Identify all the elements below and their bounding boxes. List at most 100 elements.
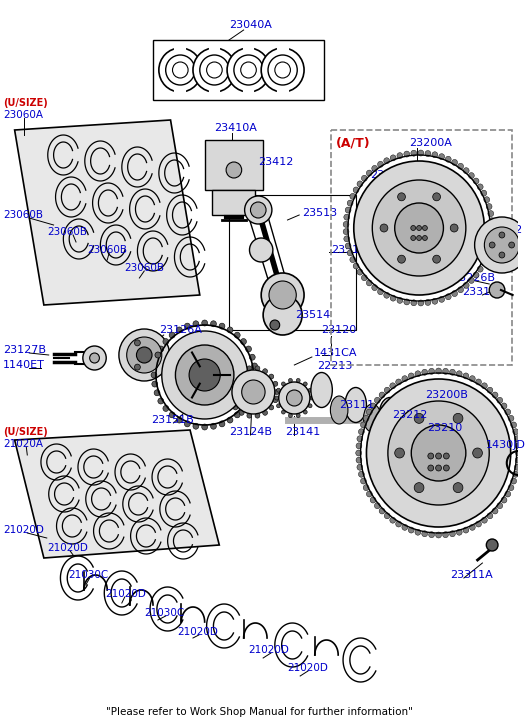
Text: 23151B: 23151B: [151, 415, 194, 425]
Text: 22213: 22213: [317, 361, 352, 371]
Text: 23226B: 23226B: [452, 273, 495, 283]
Circle shape: [484, 253, 489, 260]
Text: 23124B: 23124B: [229, 427, 272, 437]
Circle shape: [263, 410, 268, 415]
Circle shape: [505, 409, 511, 415]
Text: 23210: 23210: [427, 423, 462, 433]
Circle shape: [343, 228, 349, 235]
Circle shape: [489, 225, 495, 231]
Circle shape: [487, 387, 493, 393]
Circle shape: [484, 197, 489, 203]
Text: 21020D: 21020D: [105, 589, 146, 599]
Circle shape: [380, 224, 388, 232]
Circle shape: [252, 381, 257, 387]
Circle shape: [361, 478, 367, 484]
Circle shape: [469, 172, 475, 179]
Circle shape: [310, 396, 314, 400]
Circle shape: [361, 422, 367, 428]
Circle shape: [486, 246, 492, 252]
Circle shape: [219, 323, 225, 329]
Circle shape: [219, 421, 225, 427]
Circle shape: [193, 321, 199, 327]
Circle shape: [135, 364, 140, 370]
Circle shape: [418, 300, 424, 306]
Circle shape: [234, 332, 240, 338]
Circle shape: [390, 517, 396, 523]
Text: 23200B: 23200B: [425, 390, 468, 400]
Circle shape: [463, 527, 469, 533]
Text: "Please refer to Work Shop Manual for further information": "Please refer to Work Shop Manual for fu…: [106, 707, 413, 717]
Circle shape: [233, 405, 238, 410]
Polygon shape: [14, 430, 219, 558]
Circle shape: [303, 410, 307, 414]
Circle shape: [488, 211, 494, 217]
Circle shape: [481, 517, 487, 523]
Circle shape: [177, 327, 182, 333]
Circle shape: [172, 62, 188, 78]
Circle shape: [481, 260, 487, 266]
Circle shape: [422, 369, 428, 375]
Text: 1431CA: 1431CA: [314, 348, 358, 358]
Circle shape: [372, 166, 378, 172]
Circle shape: [472, 448, 483, 458]
Circle shape: [227, 417, 233, 423]
Circle shape: [347, 200, 353, 206]
Ellipse shape: [345, 387, 367, 422]
Text: 23126A: 23126A: [159, 325, 202, 335]
Circle shape: [152, 363, 157, 369]
Circle shape: [185, 421, 190, 427]
Text: 21030C: 21030C: [68, 570, 109, 580]
Circle shape: [361, 175, 367, 181]
Circle shape: [390, 155, 396, 161]
Circle shape: [193, 423, 199, 429]
Circle shape: [273, 398, 278, 403]
Circle shape: [396, 521, 402, 527]
Circle shape: [375, 397, 380, 403]
Circle shape: [367, 379, 511, 527]
Text: 23141: 23141: [286, 427, 321, 437]
Circle shape: [127, 337, 162, 373]
Text: 23212: 23212: [370, 170, 406, 180]
Circle shape: [158, 398, 164, 404]
Circle shape: [252, 363, 257, 369]
Circle shape: [344, 214, 350, 220]
Circle shape: [411, 425, 466, 481]
Text: 23311A: 23311A: [450, 570, 493, 580]
Circle shape: [450, 369, 455, 375]
Text: 23112: 23112: [487, 225, 522, 235]
Circle shape: [489, 282, 505, 298]
Circle shape: [169, 332, 175, 338]
Text: 21020D: 21020D: [248, 645, 289, 655]
Ellipse shape: [398, 406, 416, 434]
Text: 23040A: 23040A: [229, 20, 272, 30]
Circle shape: [428, 453, 434, 459]
Circle shape: [136, 347, 152, 363]
Circle shape: [476, 379, 481, 385]
Circle shape: [497, 397, 503, 403]
Circle shape: [135, 340, 140, 346]
Text: 23060B: 23060B: [124, 263, 165, 273]
Circle shape: [428, 465, 434, 471]
Circle shape: [232, 370, 275, 414]
Circle shape: [163, 406, 169, 411]
Circle shape: [516, 450, 521, 456]
Circle shape: [189, 359, 220, 391]
Circle shape: [487, 513, 493, 519]
Circle shape: [228, 390, 232, 395]
Circle shape: [508, 415, 514, 422]
Circle shape: [414, 414, 424, 423]
Circle shape: [357, 269, 363, 275]
Text: (U/SIZE): (U/SIZE): [3, 98, 48, 108]
Circle shape: [202, 424, 207, 430]
Ellipse shape: [379, 398, 401, 433]
Circle shape: [411, 150, 417, 156]
Circle shape: [261, 273, 304, 317]
Text: 1430JD: 1430JD: [485, 440, 525, 450]
Circle shape: [268, 55, 297, 85]
Circle shape: [499, 232, 505, 238]
Circle shape: [250, 354, 255, 360]
Circle shape: [429, 369, 435, 374]
Circle shape: [513, 471, 519, 477]
Circle shape: [458, 164, 463, 169]
Circle shape: [233, 374, 238, 379]
